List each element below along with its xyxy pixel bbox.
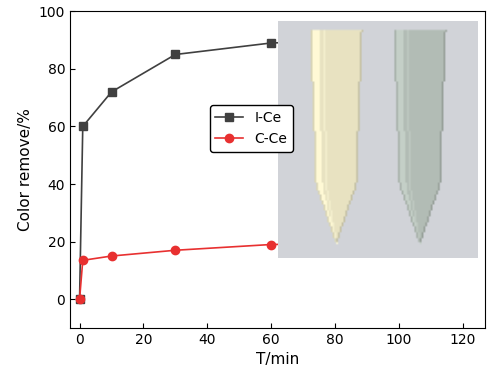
C-Ce bbox=[172, 248, 178, 253]
I-Ce bbox=[268, 41, 274, 45]
C-Ce bbox=[460, 238, 466, 242]
I-Ce bbox=[172, 52, 178, 57]
C-Ce bbox=[76, 297, 82, 302]
I-Ce bbox=[364, 38, 370, 42]
I-Ce bbox=[460, 35, 466, 40]
Legend: I-Ce, C-Ce: I-Ce, C-Ce bbox=[210, 106, 292, 152]
Line: C-Ce: C-Ce bbox=[76, 236, 467, 303]
Y-axis label: Color remove/%: Color remove/% bbox=[18, 108, 33, 231]
C-Ce bbox=[108, 254, 114, 258]
C-Ce bbox=[268, 242, 274, 247]
C-Ce bbox=[80, 258, 86, 263]
C-Ce bbox=[364, 241, 370, 245]
Line: I-Ce: I-Ce bbox=[76, 34, 466, 303]
I-Ce bbox=[80, 124, 86, 129]
X-axis label: T/min: T/min bbox=[256, 352, 299, 368]
I-Ce bbox=[108, 90, 114, 94]
I-Ce bbox=[76, 297, 82, 302]
